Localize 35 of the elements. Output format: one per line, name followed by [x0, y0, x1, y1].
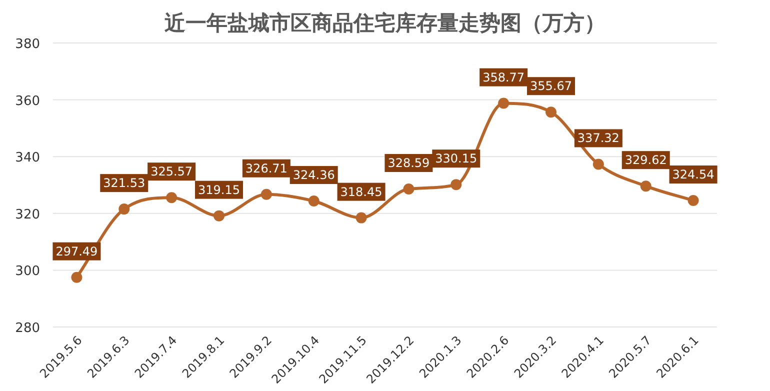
point	[118, 204, 130, 215]
point	[640, 180, 652, 192]
data-label: 325.57	[150, 164, 193, 179]
y-tick-label: 380	[15, 37, 40, 52]
data-label: 337.32	[577, 131, 620, 146]
data-label: 355.67	[530, 79, 572, 94]
data-label: 321.53	[103, 176, 146, 190]
data-label: 324.36	[292, 168, 335, 182]
data-label: 324.54	[672, 168, 714, 182]
point	[260, 188, 272, 200]
data-label: 318.45	[340, 184, 382, 199]
data-label: 330.15	[435, 152, 478, 166]
y-tick-label: 340	[15, 150, 40, 166]
data-label: 329.62	[624, 153, 667, 168]
point	[71, 272, 82, 283]
point	[356, 212, 367, 224]
point	[592, 158, 604, 170]
y-tick-label: 300	[15, 264, 40, 280]
point	[308, 196, 320, 207]
point	[214, 210, 224, 222]
point	[688, 195, 699, 206]
y-tick-label: 320	[15, 207, 40, 222]
data-label: 319.15	[198, 182, 240, 197]
data-label: 326.71	[245, 161, 288, 176]
y-tick-label: 360	[15, 94, 40, 109]
data-label: 297.49	[56, 244, 98, 258]
data-label: 328.59	[388, 156, 430, 170]
point	[498, 98, 510, 109]
title: 近一年盐城市区商品住宅库存量走势图（万方）	[164, 11, 606, 35]
y-tick-label: 280	[15, 321, 40, 336]
point	[546, 106, 556, 118]
data-label: 358.77	[482, 70, 525, 84]
point	[450, 179, 462, 190]
point	[403, 184, 414, 195]
point	[166, 192, 178, 204]
